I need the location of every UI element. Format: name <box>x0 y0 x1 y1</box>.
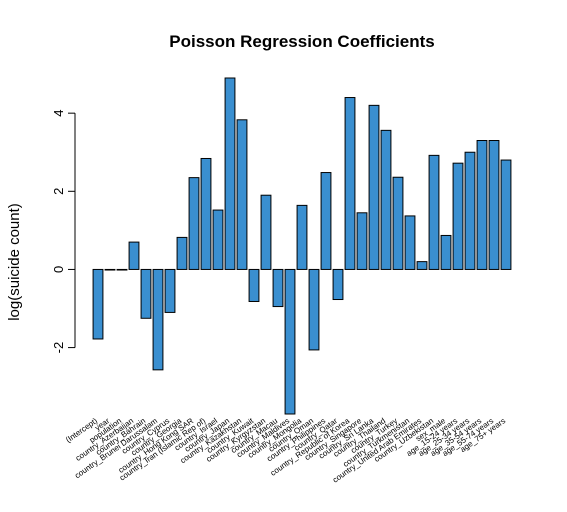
y-tick-label: 4 <box>51 110 66 117</box>
bar <box>416 261 428 270</box>
y-tick-label: 2 <box>51 188 66 195</box>
y-axis: -2 0 2 4 <box>51 110 76 354</box>
bar <box>476 140 488 270</box>
bar <box>344 97 356 270</box>
bar <box>308 268 320 351</box>
bar <box>116 268 128 271</box>
bar <box>464 151 476 270</box>
bar <box>164 268 176 313</box>
bar <box>428 154 440 270</box>
bar <box>128 241 140 270</box>
bar <box>380 129 392 270</box>
bar <box>284 268 296 415</box>
bar <box>248 268 260 302</box>
bar <box>260 194 272 270</box>
bar <box>440 234 452 270</box>
bar <box>176 236 188 270</box>
bar <box>152 268 164 371</box>
bar <box>200 157 212 270</box>
bar <box>296 204 308 270</box>
y-axis-label: log(suicide count) <box>6 203 23 321</box>
bar <box>272 268 284 308</box>
bar <box>500 159 512 270</box>
bar <box>212 209 224 270</box>
y-tick-label: 0 <box>51 266 66 273</box>
bar <box>332 268 344 301</box>
bar <box>92 268 104 340</box>
bar <box>392 176 404 270</box>
bar <box>236 119 248 270</box>
bar <box>224 77 236 270</box>
bar <box>188 177 200 270</box>
bars <box>92 77 512 415</box>
bar <box>320 172 332 270</box>
bar <box>488 140 500 270</box>
bar <box>104 268 116 271</box>
bar <box>452 162 464 270</box>
bar <box>356 212 368 270</box>
bar <box>404 215 416 270</box>
chart-title: Poisson Regression Coefficients <box>169 32 434 51</box>
y-tick-label: -2 <box>51 342 66 354</box>
category-labels: (Intercept)yearpopulationcountry_Azerbai… <box>64 416 507 485</box>
bar <box>368 104 380 270</box>
bar <box>140 268 152 319</box>
